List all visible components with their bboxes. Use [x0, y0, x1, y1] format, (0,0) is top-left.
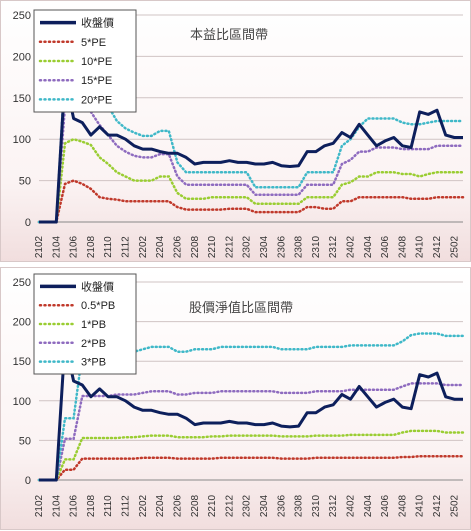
x-tick-label: 2110: [103, 495, 114, 517]
pe-band-chart: 0 50 100 150 200 250 2102 2104 2106 2108 2110 2112 2…: [13, 9, 465, 258]
x-tick-label: 2302: [242, 494, 253, 517]
x-tick-label: 2202: [138, 235, 149, 258]
legend-label: 1*PB: [81, 319, 106, 331]
x-tick-label: 2204: [155, 235, 166, 258]
legend: 收盤價 0.5*PB 1*PB 2*PB 3*PB: [33, 273, 137, 375]
x-tick-label: 2412: [432, 494, 443, 517]
x-tick-label: 2312: [328, 235, 339, 258]
x-tick-label: 2502: [449, 494, 460, 517]
series-line-band-3: [37, 382, 465, 482]
x-tick-label: 2210: [207, 235, 218, 258]
x-tick-label: 2310: [311, 494, 322, 517]
x-tick-label: 2104: [51, 235, 62, 258]
y-tick-label: 0: [25, 475, 31, 487]
y-tick-label: 200: [13, 317, 31, 329]
x-tick-label: 2410: [415, 235, 426, 258]
x-tick-label: 2204: [155, 494, 166, 517]
y-tick-label: 250: [13, 10, 31, 22]
x-tick-label: 2308: [294, 235, 305, 258]
x-tick-label: 2108: [86, 494, 97, 517]
x-tick-label: 2502: [449, 235, 460, 258]
x-tick-label: 2106: [69, 494, 80, 517]
x-tick-label: 2408: [397, 494, 408, 517]
series-line-band-2: [37, 137, 465, 224]
x-tick-label: 2404: [363, 494, 374, 517]
series-line-close-price: [39, 339, 463, 482]
x-tick-label: 2206: [172, 235, 183, 258]
x-tick-label: 2306: [276, 494, 287, 517]
y-tick-label: 150: [13, 356, 31, 368]
x-tick-label: 2112: [121, 236, 132, 258]
legend: 收盤價 5*PE 10*PE 15*PE 20*PE: [33, 9, 137, 113]
legend-label: 收盤價: [81, 279, 114, 293]
chart-title: 股價淨值比區間帶: [189, 300, 293, 315]
x-tick-label: 2202: [138, 494, 149, 517]
x-tick-label: 2312: [328, 494, 339, 517]
x-tick-label: 2102: [34, 494, 45, 517]
legend-label: 0.5*PB: [81, 300, 115, 312]
x-tick-label: 2402: [346, 494, 357, 517]
x-tick-label: 2210: [207, 494, 218, 517]
x-tick-label: 2206: [172, 494, 183, 517]
pb-band-chart: 0 50 100 150 200 250 2102 2104 2106 2108 2110 2112 2…: [13, 273, 465, 517]
chart-title: 本益比區間帶: [190, 27, 268, 42]
legend-label: 3*PB: [81, 357, 106, 369]
pe-band-chart-panel: 0 50 100 150 200 250 2102 2104 2106 2108 2110 2112 2…: [0, 0, 471, 262]
x-tick-label: 2404: [363, 235, 374, 258]
x-tick-label: 2208: [190, 494, 201, 517]
x-tick-label: 2108: [86, 235, 97, 258]
x-tick-label: 2406: [380, 494, 391, 517]
y-tick-label: 50: [19, 176, 31, 188]
x-tick-label: 2208: [190, 235, 201, 258]
x-tick-label: 2306: [276, 235, 287, 258]
series-line-band-2: [37, 429, 465, 482]
x-tick-label: 2110: [103, 236, 114, 258]
x-tick-label: 2310: [311, 235, 322, 258]
legend-label: 20*PE: [81, 94, 112, 106]
x-tick-label: 2304: [259, 235, 270, 258]
y-tick-label: 150: [13, 93, 31, 105]
y-tick-label: 200: [13, 51, 31, 63]
x-tick-label: 2104: [51, 494, 62, 517]
x-tick-label: 2408: [397, 235, 408, 258]
x-tick-label: 2112: [121, 495, 132, 517]
pb-band-chart-panel: 0 50 100 150 200 250 2102 2104 2106 2108 2110 2112 2…: [0, 267, 471, 530]
y-tick-label: 100: [13, 396, 31, 408]
y-tick-label: 0: [25, 217, 31, 229]
legend-label: 2*PB: [81, 338, 106, 350]
legend-label: 收盤價: [81, 16, 114, 30]
x-tick-label: 2304: [259, 494, 270, 517]
x-tick-label: 2308: [294, 494, 305, 517]
x-tick-label: 2102: [34, 235, 45, 258]
x-tick-label: 2212: [224, 235, 235, 258]
x-tick-label: 2410: [415, 494, 426, 517]
series-line-band-1: [37, 454, 465, 482]
y-tick-label: 250: [13, 277, 31, 289]
legend-label: 10*PE: [81, 56, 112, 68]
y-tick-label: 50: [19, 435, 31, 447]
legend-label: 5*PE: [81, 37, 106, 49]
x-tick-label: 2402: [346, 235, 357, 258]
series-line-band-3: [37, 96, 465, 224]
x-tick-label: 2212: [224, 494, 235, 517]
x-tick-label: 2412: [432, 235, 443, 258]
series-line-close-price: [39, 75, 463, 224]
x-tick-label: 2302: [242, 235, 253, 258]
y-tick-label: 100: [13, 134, 31, 146]
legend-label: 15*PE: [81, 75, 112, 87]
series-line-band-1: [37, 179, 465, 224]
x-tick-label: 2106: [69, 235, 80, 258]
x-tick-label: 2406: [380, 235, 391, 258]
